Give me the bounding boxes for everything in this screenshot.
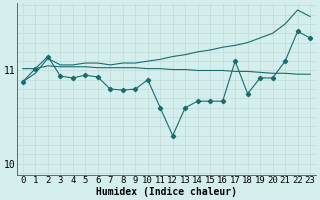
X-axis label: Humidex (Indice chaleur): Humidex (Indice chaleur) [96,186,237,197]
